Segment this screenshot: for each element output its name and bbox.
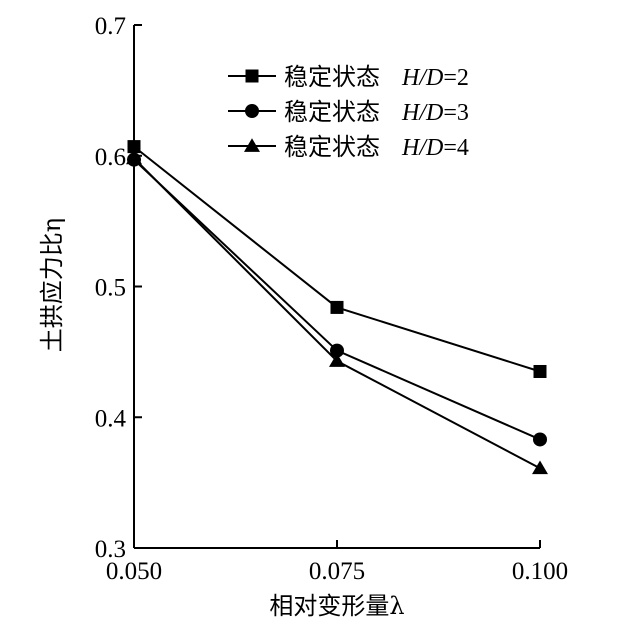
legend-label: 稳定状态 H/D=4 [284, 133, 469, 161]
legend-entry: 稳定状态 H/D=3 [228, 98, 469, 126]
legend-label: 稳定状态 H/D=2 [284, 63, 469, 91]
data-series [126, 140, 548, 475]
y-tick-label: 0.4 [95, 405, 127, 432]
legend-entry: 稳定状态 H/D=4 [228, 133, 469, 161]
y-axis-label: 土拱应力比η [38, 218, 66, 352]
legend-label: 稳定状态 H/D=3 [284, 98, 469, 126]
legend-marker-triangle [244, 138, 260, 152]
x-tick-label: 0.075 [309, 558, 365, 585]
legend-marker-square [245, 69, 259, 83]
x-axis-label: 相对变形量λ [269, 592, 404, 620]
x-tick-label: 0.100 [512, 558, 568, 585]
legend-entry: 稳定状态 H/D=2 [228, 63, 469, 91]
y-tick-label: 0.3 [95, 536, 126, 563]
data-point-triangle [126, 150, 142, 165]
series-line [133, 145, 541, 373]
data-point-square [533, 364, 547, 378]
data-point-square [127, 140, 141, 154]
data-point-circle [533, 432, 547, 447]
series-triangle [126, 150, 548, 475]
legend: 稳定状态 H/D=2 稳定状态 H/D=3 稳定状态 H/D=4 [228, 63, 469, 161]
y-tick-label: 0.6 [95, 144, 126, 171]
axis-ticks: 0.3 0.4 0.5 0.6 0.7 0.050 0.075 0.100 [95, 13, 568, 585]
data-point-triangle [532, 460, 548, 475]
series-circle [127, 152, 547, 447]
x-tick-label: 0.050 [106, 558, 162, 585]
series-line [133, 158, 541, 441]
data-point-square [330, 300, 344, 314]
data-point-triangle [329, 353, 345, 367]
data-point-circle [330, 343, 344, 358]
y-tick-label: 0.5 [95, 275, 126, 302]
series-square [127, 140, 547, 378]
y-tick-label: 0.7 [95, 13, 126, 40]
legend-marker-circle [245, 104, 259, 118]
